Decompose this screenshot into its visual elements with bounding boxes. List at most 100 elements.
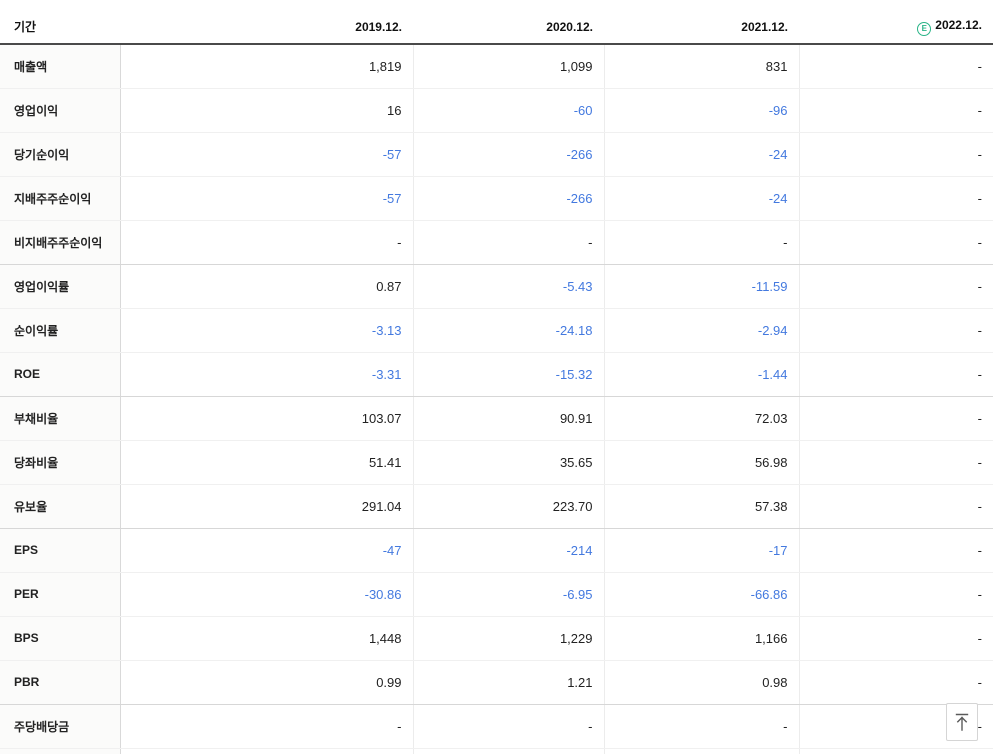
row-label: 지배주주순이익 bbox=[0, 176, 121, 221]
column-header-2022-12-estimate: E 2022.12. bbox=[799, 0, 993, 45]
cell-value: 0.99 bbox=[120, 660, 413, 705]
table-row: 당좌비율 51.41 35.65 56.98 - bbox=[0, 440, 993, 485]
cell-value: 16 bbox=[120, 88, 413, 133]
row-label: 순이익률 bbox=[0, 308, 121, 353]
table-row: PBR 0.99 1.21 0.98 - bbox=[0, 660, 993, 705]
cell-value: 51.41 bbox=[120, 440, 413, 485]
table-row: EPS -47 -214 -17 - bbox=[0, 528, 993, 573]
cell-value: 1,229 bbox=[412, 616, 604, 661]
table-row: 주당배당금 - - - - bbox=[0, 704, 993, 749]
cell-value: 831 bbox=[603, 44, 799, 89]
cell-value: -30.86 bbox=[120, 572, 413, 617]
period-header: 기간 bbox=[0, 0, 120, 45]
cell-value: 56.98 bbox=[603, 440, 799, 485]
row-label: 유보율 bbox=[0, 484, 121, 529]
table-row: 비지배주주순이익 - - - - bbox=[0, 220, 993, 265]
row-label: 주당배당금 bbox=[0, 704, 121, 749]
cell-value: -15.32 bbox=[412, 352, 604, 397]
cell-value: - bbox=[798, 88, 993, 133]
row-label: 영업이익률 bbox=[0, 264, 121, 309]
arrow-up-to-top-icon bbox=[953, 712, 971, 732]
cell-value: - bbox=[798, 572, 993, 617]
cell-value: -266 bbox=[412, 132, 604, 177]
table-row: 영업이익률 0.87 -5.43 -11.59 - bbox=[0, 264, 993, 309]
cell-value: - bbox=[798, 264, 993, 309]
cell-value: 103.07 bbox=[120, 396, 413, 441]
table-row: BPS 1,448 1,229 1,166 - bbox=[0, 616, 993, 661]
row-label: 당좌비율 bbox=[0, 440, 121, 485]
cell-value: 291.04 bbox=[120, 484, 413, 529]
cell-value: 1,819 bbox=[120, 44, 413, 89]
row-label: PBR bbox=[0, 660, 121, 705]
row-label: PER bbox=[0, 572, 121, 617]
cell-value: -96 bbox=[603, 88, 799, 133]
cell-value: -66.86 bbox=[603, 572, 799, 617]
cell-value: -214 bbox=[412, 528, 604, 573]
table-row: 부채비율 103.07 90.91 72.03 - bbox=[0, 396, 993, 441]
row-label: 매출액 bbox=[0, 44, 121, 89]
cell-value: - bbox=[798, 660, 993, 705]
cell-value: -17 bbox=[603, 528, 799, 573]
row-label: ROE bbox=[0, 352, 121, 397]
column-header-2019-12: 2019.12. bbox=[120, 0, 413, 45]
column-header-label: 2022.12. bbox=[935, 17, 982, 32]
cell-value: 72.03 bbox=[603, 396, 799, 441]
table-row bbox=[0, 748, 993, 754]
cell-value: -3.13 bbox=[120, 308, 413, 353]
cell-value: 1,166 bbox=[603, 616, 799, 661]
estimate-badge-icon: E bbox=[917, 21, 932, 36]
cell-value bbox=[120, 748, 413, 754]
cell-value: - bbox=[798, 484, 993, 529]
table-row: 영업이익 16 -60 -96 - bbox=[0, 88, 993, 133]
row-label bbox=[0, 748, 121, 754]
cell-value bbox=[798, 748, 993, 754]
cell-value: 57.38 bbox=[603, 484, 799, 529]
cell-value: - bbox=[412, 704, 604, 749]
cell-value bbox=[603, 748, 799, 754]
cell-value: - bbox=[798, 396, 993, 441]
row-label: 비지배주주순이익 bbox=[0, 220, 121, 265]
cell-value: 1.21 bbox=[412, 660, 604, 705]
row-label: 당기순이익 bbox=[0, 132, 121, 177]
table-row: 지배주주순이익 -57 -266 -24 - bbox=[0, 176, 993, 221]
table-row: 당기순이익 -57 -266 -24 - bbox=[0, 132, 993, 177]
cell-value: 0.98 bbox=[603, 660, 799, 705]
table-row: PER -30.86 -6.95 -66.86 - bbox=[0, 572, 993, 617]
cell-value: -47 bbox=[120, 528, 413, 573]
cell-value: 35.65 bbox=[412, 440, 604, 485]
cell-value: 90.91 bbox=[412, 396, 604, 441]
table-header-row: 기간 2019.12. 2020.12. 2021.12. E 2022.12. bbox=[0, 0, 993, 45]
cell-value: -57 bbox=[120, 176, 413, 221]
scroll-to-top-button[interactable] bbox=[946, 703, 978, 741]
cell-value: -24 bbox=[603, 132, 799, 177]
cell-value: -60 bbox=[412, 88, 604, 133]
cell-value: 1,099 bbox=[412, 44, 604, 89]
cell-value: -11.59 bbox=[603, 264, 799, 309]
cell-value: - bbox=[120, 220, 413, 265]
cell-value bbox=[412, 748, 604, 754]
cell-value: -266 bbox=[412, 176, 604, 221]
cell-value: -6.95 bbox=[412, 572, 604, 617]
cell-value: 1,448 bbox=[120, 616, 413, 661]
cell-value: - bbox=[603, 704, 799, 749]
cell-value: - bbox=[798, 220, 993, 265]
table-row: ROE -3.31 -15.32 -1.44 - bbox=[0, 352, 993, 397]
cell-value: -2.94 bbox=[603, 308, 799, 353]
cell-value: - bbox=[798, 44, 993, 89]
cell-value: - bbox=[798, 176, 993, 221]
cell-value: - bbox=[798, 440, 993, 485]
cell-value: -24.18 bbox=[412, 308, 604, 353]
cell-value: -3.31 bbox=[120, 352, 413, 397]
cell-value: -1.44 bbox=[603, 352, 799, 397]
cell-value: - bbox=[412, 220, 604, 265]
column-header-2021-12: 2021.12. bbox=[604, 0, 799, 45]
row-label: 부채비율 bbox=[0, 396, 121, 441]
cell-value: - bbox=[798, 308, 993, 353]
row-label: 영업이익 bbox=[0, 88, 121, 133]
cell-value: - bbox=[798, 616, 993, 661]
row-label: EPS bbox=[0, 528, 121, 573]
cell-value: - bbox=[798, 352, 993, 397]
table-row: 유보율 291.04 223.70 57.38 - bbox=[0, 484, 993, 529]
cell-value: -24 bbox=[603, 176, 799, 221]
